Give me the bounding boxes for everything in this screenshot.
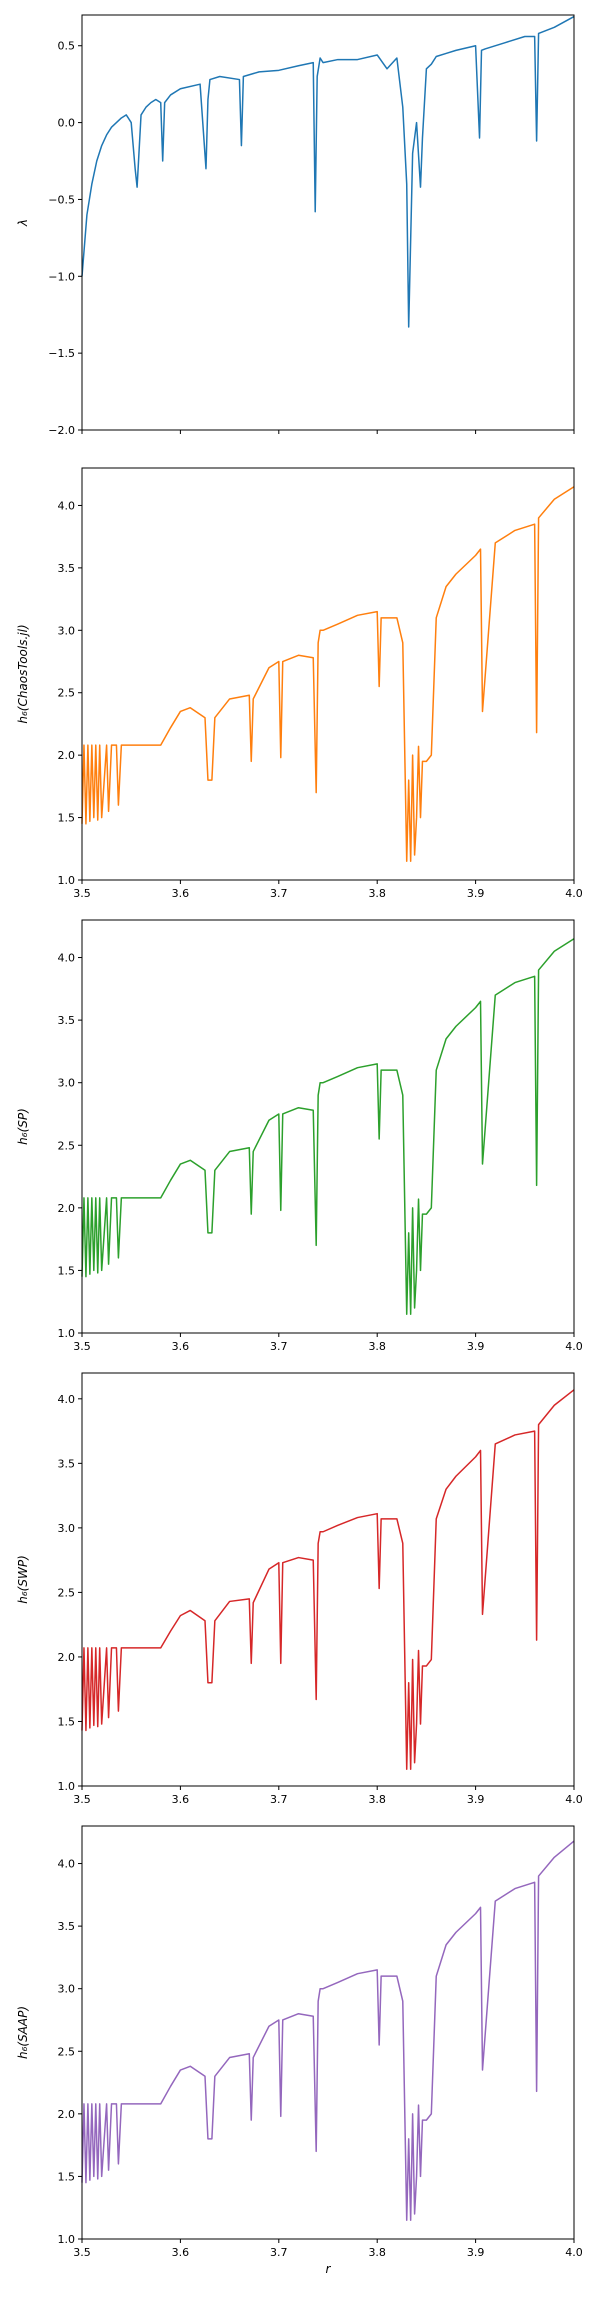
x-tick-label: 3.8 — [368, 2246, 386, 2259]
series-line-1-1 — [81, 15, 575, 328]
x-tick-label: 3.5 — [73, 887, 91, 900]
y-axis-label: λ — [16, 219, 30, 227]
y-tick-label: −1.0 — [48, 270, 75, 283]
y-tick-label: −1.5 — [48, 347, 75, 360]
chart-panel-2: 1.0 1.5 2.0 2.5 3.0 3.5 4.0 3.5 3.6 3.7 3.8 3.9 4.0 h… — [16, 467, 583, 900]
x-tick-label: 3.9 — [467, 2246, 485, 2259]
y-tick-label: 0.0 — [58, 117, 76, 130]
x-tick-label: 3.7 — [270, 1793, 288, 1806]
y-axis-label: h₆(SP) — [16, 1108, 30, 1145]
y-tick-label: 2.5 — [58, 1586, 76, 1599]
y-tick-label: 3.5 — [58, 562, 76, 575]
x-tick-label: 3.5 — [73, 1793, 91, 1806]
x-tick-label: 3.5 — [73, 1340, 91, 1353]
series-line-4-1 — [81, 1389, 575, 1770]
y-tick-label: 3.0 — [58, 1983, 76, 1996]
y-tick-label: 2.0 — [58, 1202, 76, 1215]
series-line-2-1 — [81, 486, 575, 863]
x-tick-label: 3.6 — [172, 2246, 190, 2259]
series-line-3-1 — [81, 938, 575, 1315]
x-tick-label: 3.6 — [172, 1340, 190, 1353]
y-tick-label: 1.0 — [58, 1327, 76, 1340]
y-tick-label: 1.5 — [58, 812, 76, 825]
chart-panel-1: 0.5 0.0 −0.5 −1.0 −1.5 −2.0 λ — [16, 14, 575, 437]
x-tick-label: 3.7 — [270, 1340, 288, 1353]
chart-panel-3: 1.0 1.5 2.0 2.5 3.0 3.5 4.0 3.5 3.6 3.7 3.8 3.9 4.0 h… — [16, 919, 583, 1353]
x-tick-label: 4.0 — [565, 1793, 583, 1806]
x-tick-label: 3.9 — [467, 1793, 485, 1806]
y-axis-label: h₆(SAAP) — [16, 2006, 30, 2059]
x-tick-label: 3.8 — [368, 887, 386, 900]
y-tick-label: 4.0 — [58, 1393, 76, 1406]
y-tick-label: 2.5 — [58, 2045, 76, 2058]
y-tick-label: 3.5 — [58, 1014, 76, 1027]
series-line-5-1 — [81, 1840, 575, 2221]
y-tick-label: 4.0 — [58, 952, 76, 965]
y-tick-label: 2.0 — [58, 749, 76, 762]
y-tick-label: 3.5 — [58, 1920, 76, 1933]
axes-frame — [81, 1825, 575, 2240]
x-tick-label: 3.7 — [270, 2246, 288, 2259]
x-tick-label: 3.9 — [467, 887, 485, 900]
axes-frame — [81, 1372, 575, 1787]
y-tick-label: 2.0 — [58, 2108, 76, 2121]
y-tick-label: 4.0 — [58, 499, 76, 512]
x-tick-label: 3.6 — [172, 1793, 190, 1806]
y-tick-label: 2.5 — [58, 687, 76, 700]
y-tick-label: 1.5 — [58, 1264, 76, 1277]
y-axis-label: h₆(ChaosTools.jl) — [16, 624, 30, 723]
y-tick-label: 3.0 — [58, 624, 76, 637]
y-tick-label: 0.5 — [58, 40, 76, 53]
x-tick-label: 4.0 — [565, 2246, 583, 2259]
y-tick-label: 3.0 — [58, 1077, 76, 1090]
x-tick-label: 3.8 — [368, 1340, 386, 1353]
y-axis-label: h₆(SWP) — [16, 1555, 30, 1604]
x-tick-label: 3.9 — [467, 1340, 485, 1353]
x-tick-label: 3.6 — [172, 887, 190, 900]
x-axis-label: r — [326, 2262, 332, 2276]
x-tick-label: 3.5 — [73, 2246, 91, 2259]
x-tick-label: 3.7 — [270, 887, 288, 900]
axes-frame — [81, 14, 575, 431]
x-tick-label: 3.8 — [368, 1793, 386, 1806]
y-tick-label: 2.0 — [58, 1651, 76, 1664]
y-tick-label: 3.5 — [58, 1457, 76, 1470]
y-tick-label: 1.0 — [58, 1780, 76, 1793]
chart-panel-4: 1.0 1.5 2.0 2.5 3.0 3.5 4.0 3.5 3.6 3.7 3.8 3.9 4.0 h… — [16, 1372, 583, 1806]
x-tick-label: 4.0 — [565, 887, 583, 900]
y-tick-label: 3.0 — [58, 1522, 76, 1535]
y-tick-label: 2.5 — [58, 1139, 76, 1152]
chart-panel-5: 1.0 1.5 2.0 2.5 3.0 3.5 4.0 3.5 3.6 3.7 3.8 3.9 4.0 h… — [16, 1825, 583, 2276]
y-tick-label: 1.5 — [58, 2170, 76, 2183]
y-tick-label: −0.5 — [48, 193, 75, 206]
y-tick-label: 1.0 — [58, 2233, 76, 2246]
y-tick-label: −2.0 — [48, 424, 75, 437]
y-tick-label: 4.0 — [58, 1858, 76, 1871]
x-tick-label: 4.0 — [565, 1340, 583, 1353]
y-tick-label: 1.0 — [58, 874, 76, 887]
axes-frame — [81, 919, 575, 1334]
y-tick-label: 1.5 — [58, 1715, 76, 1728]
axes-frame — [81, 467, 575, 881]
